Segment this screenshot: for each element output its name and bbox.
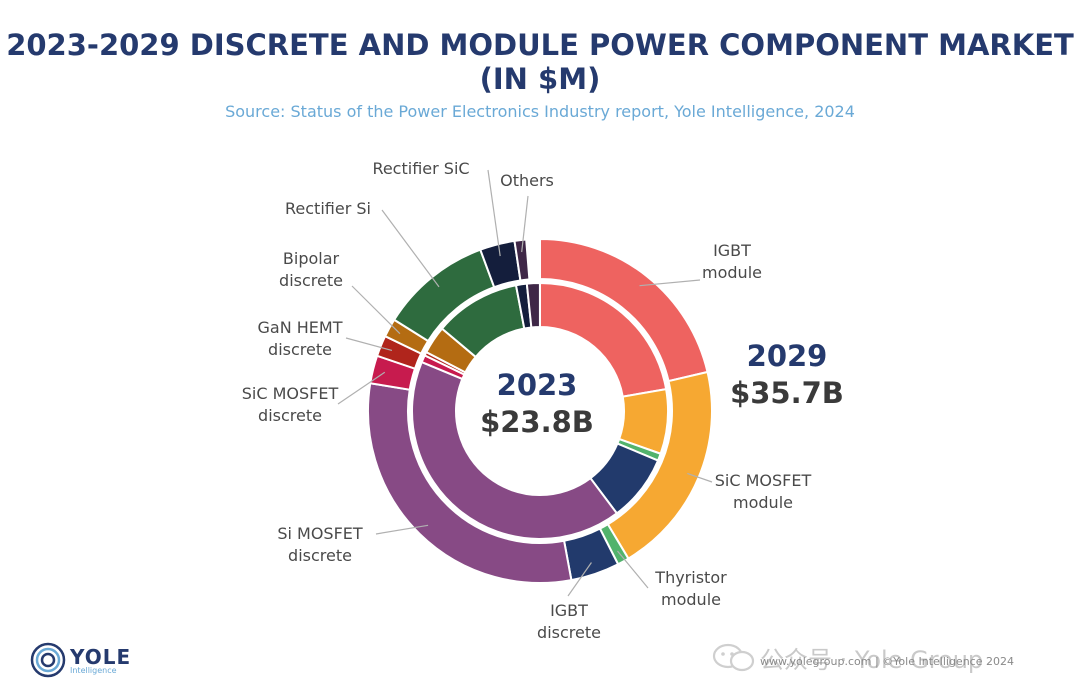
footer-credit: www.yolegroup.com | ©Yole Intelligence 2… xyxy=(760,655,1014,668)
leader-line-sic-mosfet-module xyxy=(687,472,713,483)
year-label-2029: 2029 xyxy=(747,339,828,373)
inner-ring-2023 xyxy=(411,281,669,540)
leader-line-others xyxy=(521,195,529,253)
category-label-rectifier-si: Rectifier Si xyxy=(285,199,371,218)
leader-line-rectifier-sic xyxy=(487,169,501,257)
category-label-sic-mosfet-discrete: SiC MOSFET discrete xyxy=(242,384,339,425)
chart-subtitle: Source: Status of the Power Electronics … xyxy=(225,102,855,121)
total-label-2029: $35.7B xyxy=(730,376,844,410)
year-label-2023: 2023 xyxy=(497,368,578,402)
category-label-rectifier-sic: Rectifier SiC xyxy=(372,159,469,178)
wechat-icon xyxy=(712,643,755,672)
category-label-si-mosfet-discrete: Si MOSFET discrete xyxy=(277,524,363,565)
category-label-gan-hemt-discrete: GaN HEMT discrete xyxy=(258,318,343,359)
leader-line-thyristor-module xyxy=(617,550,649,589)
donut-slice-2029-others xyxy=(513,238,531,282)
leader-line-rectifier-si xyxy=(381,209,440,288)
leader-line-gan-hemt-discrete xyxy=(345,337,393,352)
category-labels: IGBT module SiC MOSFET module Thyristor modul… xyxy=(242,159,812,642)
yole-logo-icon xyxy=(30,642,66,678)
leader-line-bipolar-discrete xyxy=(351,285,401,335)
category-label-igbt-discrete: IGBT discrete xyxy=(537,601,601,642)
leader-line-igbt-discrete xyxy=(567,562,592,597)
leader-line-sic-mosfet-discrete xyxy=(337,371,386,405)
outer-ring-2029 xyxy=(367,237,713,584)
leader-line-igbt-module xyxy=(639,279,701,287)
chart-title: 2023-2029 DISCRETE AND MODULE POWER COMP… xyxy=(6,28,1074,96)
category-label-others: Others xyxy=(500,171,554,190)
category-label-sic-mosfet-module: SiC MOSFET module xyxy=(715,471,812,512)
yole-logo: YOLE Intelligence xyxy=(30,642,140,682)
category-label-bipolar-discrete: Bipolar discrete xyxy=(279,249,343,290)
total-label-2023: $23.8B xyxy=(480,405,594,439)
logo-name: YOLE xyxy=(70,645,132,669)
logo-subtitle: Intelligence xyxy=(70,666,117,675)
leader-line-si-mosfet-discrete xyxy=(375,524,429,535)
donut-slice-2023-si-mosfet-discrete xyxy=(411,360,619,540)
watermark-text: 公众号 · Yole Group xyxy=(760,646,984,674)
category-label-thyristor-module: Thyristor module xyxy=(654,568,727,609)
donut-slice-2023-others xyxy=(525,281,541,329)
leader-lines xyxy=(337,169,713,597)
category-label-igbt-module: IGBT module xyxy=(702,241,762,282)
